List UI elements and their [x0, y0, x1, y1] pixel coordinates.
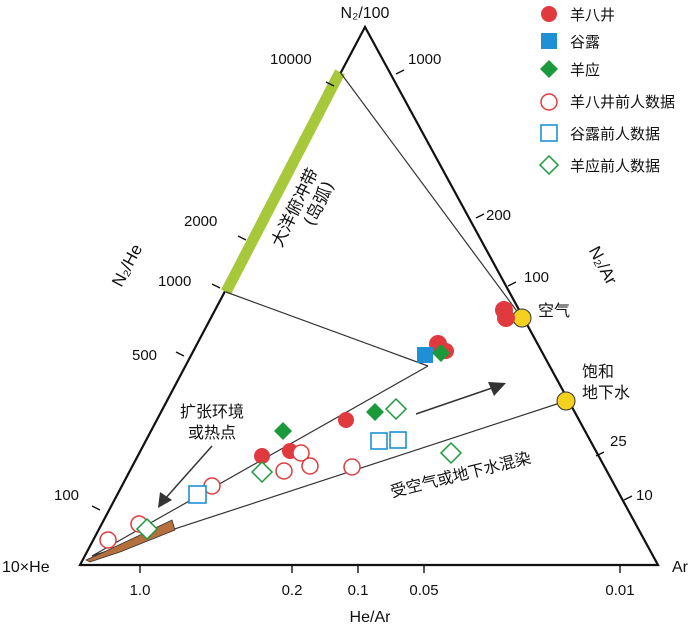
left-tick-100: 100 [54, 487, 79, 504]
ternary-triangle [78, 24, 660, 567]
legend-label-gulu-previous: 谷露前人数据 [570, 125, 660, 143]
apex-top-label: N₂/100 [341, 5, 390, 22]
legend: 羊八井 谷露 羊应 羊八井前人数据 谷露前人数据 羊应前人数据 [538, 6, 675, 176]
rift-label-1: 扩张环境 [180, 402, 244, 421]
legend-marker-yangying-previous [538, 154, 560, 176]
rift-label-2: 或热点 [188, 423, 236, 442]
bottom-tick-1-0: 1.0 [130, 582, 151, 599]
legend-label-yangbajing: 羊八井 [570, 6, 615, 24]
bottom-axis-ticks [139, 565, 621, 573]
left-tick-500: 500 [132, 347, 157, 364]
yangbajing-point [338, 412, 354, 428]
right-tick-1000: 1000 [408, 51, 441, 68]
yangying-point [432, 344, 450, 362]
arc-to-air-line [339, 71, 523, 319]
apex-right-label: Ar [672, 559, 689, 576]
yangying-point [366, 403, 384, 421]
right-axis-ticks [395, 69, 633, 501]
legend-marker-yangying [540, 60, 558, 78]
axis-title-left: N₂/He [108, 241, 146, 290]
rift-arrow [158, 445, 213, 508]
gulu-point [417, 347, 433, 363]
gulu-previous-points [188, 431, 407, 504]
arc-lower-line [225, 291, 429, 367]
legend-marker-gulu-previous [540, 124, 558, 142]
left-axis-ticks [91, 81, 335, 511]
right-tick-10: 10 [636, 487, 653, 504]
left-tick-2000: 2000 [184, 213, 217, 230]
apex-left-label: 10×He [2, 559, 50, 576]
legend-label-gulu: 谷露 [570, 33, 600, 51]
saturated-groundwater-label-2: 地下水 [582, 383, 630, 402]
yangbajing-previous-points [99, 444, 361, 549]
saturated-groundwater-label-1: 饱和 [582, 362, 614, 381]
legend-marker-yangbajing [541, 6, 557, 22]
legend-marker-gulu [541, 33, 557, 49]
yangying-points [274, 344, 450, 440]
bottom-tick-0-01: 0.01 [605, 582, 634, 599]
air-label: 空气 [538, 301, 570, 320]
yangbajing-point [497, 309, 515, 327]
legend-label-yangying-previous: 羊应前人数据 [570, 157, 660, 175]
right-tick-25: 25 [610, 433, 627, 450]
air-endmember [512, 308, 532, 328]
yangbajing-point [254, 448, 270, 464]
axis-title-right: N₂/Ar [585, 243, 621, 288]
right-tick-100: 100 [524, 269, 549, 286]
yangying-previous-points [135, 397, 463, 541]
yangying-point [274, 422, 292, 440]
right-tick-200: 200 [486, 207, 511, 224]
legend-label-yangbajing-previous: 羊八井前人数据 [570, 93, 675, 111]
mixing-arrow [415, 382, 506, 415]
legend-label-yangying: 羊应 [570, 61, 600, 79]
left-tick-10000: 10000 [270, 51, 312, 68]
saturated-groundwater-endmember [556, 391, 576, 411]
bottom-tick-0-1: 0.1 [348, 582, 369, 599]
arc-band [221, 69, 345, 295]
left-tick-1000: 1000 [158, 273, 191, 290]
axis-title-bottom: He/Ar [350, 609, 392, 626]
mixing-label: 受空气或地下水混染 [389, 448, 533, 501]
bottom-tick-0-2: 0.2 [282, 582, 303, 599]
bottom-tick-0-05: 0.05 [409, 582, 438, 599]
legend-marker-yangbajing-previous [540, 93, 558, 111]
